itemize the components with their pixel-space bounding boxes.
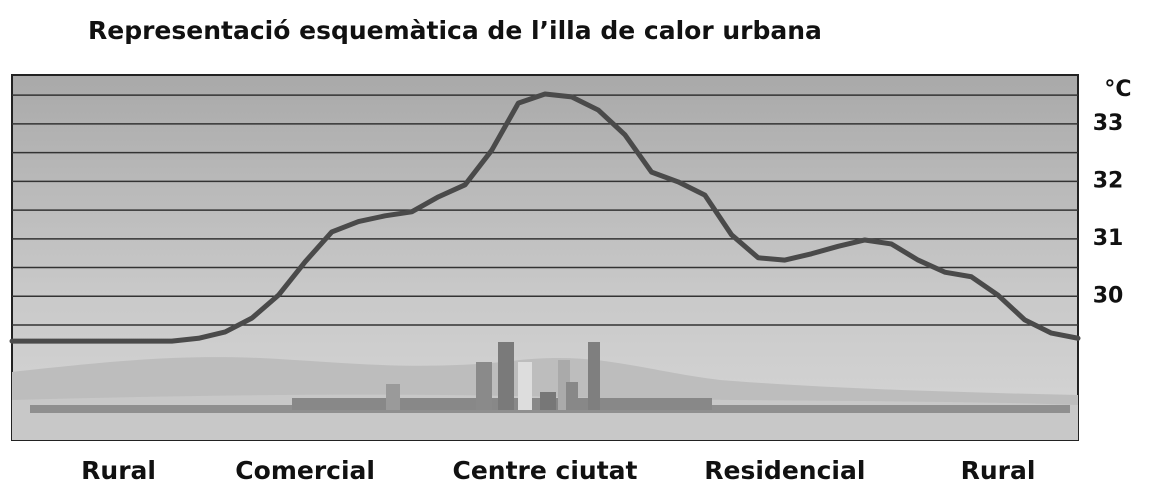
chart: Representació esquemàtica de l’illa de c… — [0, 0, 1156, 491]
y-tick-label: 32 — [1093, 168, 1124, 193]
y-tick-label: 33 — [1093, 111, 1124, 136]
x-tick-label: Residencial — [704, 456, 865, 485]
x-tick-label: Rural — [81, 456, 156, 485]
y-axis-label: °C — [1104, 77, 1131, 102]
y-tick-label: 31 — [1093, 226, 1124, 251]
x-tick-label: Comercial — [235, 456, 375, 485]
x-tick-label: Rural — [961, 456, 1036, 485]
x-tick-label: Centre ciutat — [453, 456, 638, 485]
chart-title: Representació esquemàtica de l’illa de c… — [88, 16, 822, 45]
y-tick-label: 30 — [1093, 283, 1124, 308]
